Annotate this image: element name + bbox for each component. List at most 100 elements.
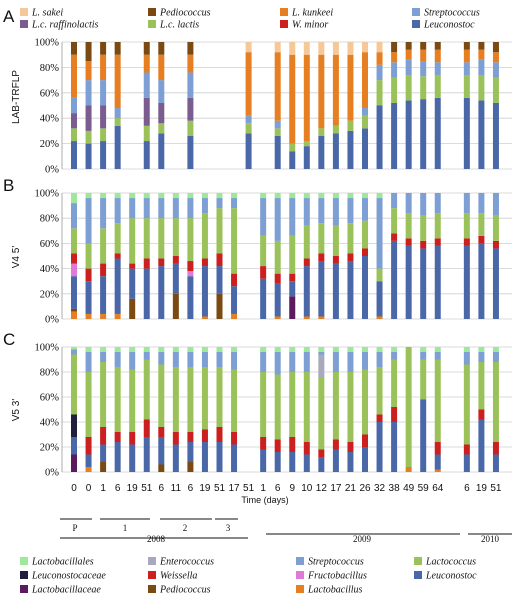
bar-segment-pediococcus	[85, 42, 92, 62]
legend-swatch	[414, 557, 422, 565]
bar-segment-lactobacillales	[172, 347, 179, 352]
bar-segment-weissella	[129, 263, 136, 269]
bar-segment-weissella	[85, 437, 92, 455]
panel-label-c: C	[3, 330, 15, 349]
bar-segment-leuconostoc	[114, 442, 121, 472]
bar-segment-weissella	[100, 427, 107, 445]
bar-segment-weissella	[492, 442, 499, 455]
bar-segment-streptococcus	[420, 61, 427, 77]
bar-segment-weissella	[201, 429, 208, 442]
bar-segment-weissella	[347, 442, 354, 452]
bar-segment-weissella	[274, 273, 281, 284]
bar-segment-lactobacillales	[463, 347, 470, 352]
panel-b: 0% 20% 40% 60% 80% 100%	[35, 189, 512, 326]
bar-segment-l-c-lactis	[274, 128, 281, 136]
bar-segment-leuconostoc	[347, 261, 354, 319]
bar-segment-lactobacillales	[201, 347, 208, 352]
legend-swatch	[148, 585, 156, 593]
bar-segment-leuconostoc	[114, 125, 121, 169]
bar-segment-leuconostoc	[303, 454, 310, 472]
bar-segment-leuconostoc	[71, 437, 77, 455]
bar-segment-lactococcus	[478, 362, 485, 410]
bar-segment-pediococcus	[391, 42, 398, 53]
bar-segment-streptococcus	[143, 352, 150, 360]
bar-segment-lactobacillales	[158, 193, 165, 199]
ylabel-c: V5 3'	[11, 399, 22, 422]
bar-segment-pediococcus	[187, 42, 194, 55]
x-tick-label: 51	[490, 483, 502, 494]
bar-segment-leuconostoc	[478, 243, 485, 319]
bar-segment-streptococcus	[274, 198, 281, 241]
x-tick-label: 11	[171, 483, 182, 494]
bar-segment-streptococcus	[114, 108, 121, 119]
bar-segment-streptococcus	[492, 352, 499, 362]
year-label-2010: 2010	[481, 534, 500, 544]
y-tick-label: 100%	[35, 189, 60, 200]
bar-segment-leuconostoc	[129, 444, 136, 472]
bar-segment-streptococcus	[187, 198, 194, 219]
bar-segment-leuconostoc	[158, 437, 165, 465]
bar-segment-streptococcus	[362, 352, 368, 370]
bar-segment-lactococcus	[478, 213, 485, 236]
bar-segment-lactobacillales	[71, 347, 77, 350]
x-axis-title: Time (days)	[241, 495, 288, 505]
bar-segment-streptococcus	[172, 198, 179, 219]
bar-segment-l-kunkeei	[434, 49, 441, 63]
bar-segment-lactococcus	[332, 225, 339, 256]
bar-segment-l-c-raffinolactis	[85, 105, 92, 131]
legend-swatch	[296, 571, 304, 579]
bar-segment-leuconostoc	[303, 146, 310, 169]
bar-segment-l-sakei	[289, 42, 296, 55]
bar-segment-lactobacillales	[129, 347, 136, 352]
bar-segment-weissella	[332, 256, 339, 264]
bar-segment-l-kunkeei	[391, 52, 398, 63]
y-tick-label: 20%	[40, 139, 60, 150]
x-tick-label: 19	[127, 483, 139, 494]
x-tick-label: 1	[260, 483, 266, 494]
legend-swatch	[20, 20, 28, 28]
bar-segment-lactobacillales	[274, 347, 281, 352]
bar-segment-streptococcus	[100, 80, 107, 106]
y-tick-label: 40%	[40, 264, 60, 275]
bar-segment-lactococcus	[231, 208, 238, 274]
bar-segment-weissella	[303, 442, 310, 455]
bar-segment-lactococcus	[216, 367, 223, 427]
bar-segment-l-kunkeei	[463, 49, 470, 63]
bar-segment-leuconostoc	[347, 452, 354, 472]
bar-segment-lactococcus	[100, 228, 107, 264]
legend-swatch	[20, 571, 28, 579]
legend-swatch	[296, 585, 304, 593]
bar-segment-weissella	[71, 253, 77, 264]
bar-segment-streptococcus	[231, 198, 238, 209]
bar-segment-weissella	[260, 266, 267, 279]
bar-segment-lactococcus	[71, 354, 77, 415]
bar-segment-fructobacillus	[187, 271, 194, 277]
year-label-2008: 2008	[147, 534, 166, 544]
bar-segment-l-kunkeei	[187, 54, 194, 73]
bar-segment-streptococcus	[391, 193, 398, 209]
bar-segment-leuconostoc	[332, 263, 339, 319]
bar-segment-leuconostoc	[274, 135, 281, 169]
bar-segment-weissella	[362, 434, 368, 447]
bar-segment-lactobacillus	[376, 316, 383, 319]
bar-segment-streptococcus	[478, 193, 485, 214]
x-tick-label: 0	[71, 483, 77, 494]
bar-segment-weissella	[216, 427, 223, 442]
bar-segment-weissella	[289, 273, 296, 282]
y-tick-label: 20%	[40, 289, 60, 300]
bar-segment-weissella	[114, 253, 121, 259]
bar-segment-lactococcus	[114, 367, 121, 432]
bar-segment-streptococcus	[85, 80, 92, 106]
bar-segment-lactococcus	[405, 347, 412, 467]
bar-segment-l-c-lactis	[492, 77, 499, 103]
bar-segment-streptococcus	[303, 352, 310, 372]
bar-segment-weissella	[347, 253, 354, 262]
bar-segment-l-c-raffinolactis	[143, 97, 150, 126]
bar-segment-lactococcus	[332, 372, 339, 440]
y-tick-label: 40%	[40, 114, 60, 125]
bar-segment-streptococcus	[289, 352, 296, 372]
bar-segment-leuconostoc	[420, 99, 427, 169]
bar-segment-pediococcus	[478, 42, 485, 50]
bar-segment-weissella	[478, 235, 485, 244]
bar-segment-streptococcus	[216, 352, 223, 367]
